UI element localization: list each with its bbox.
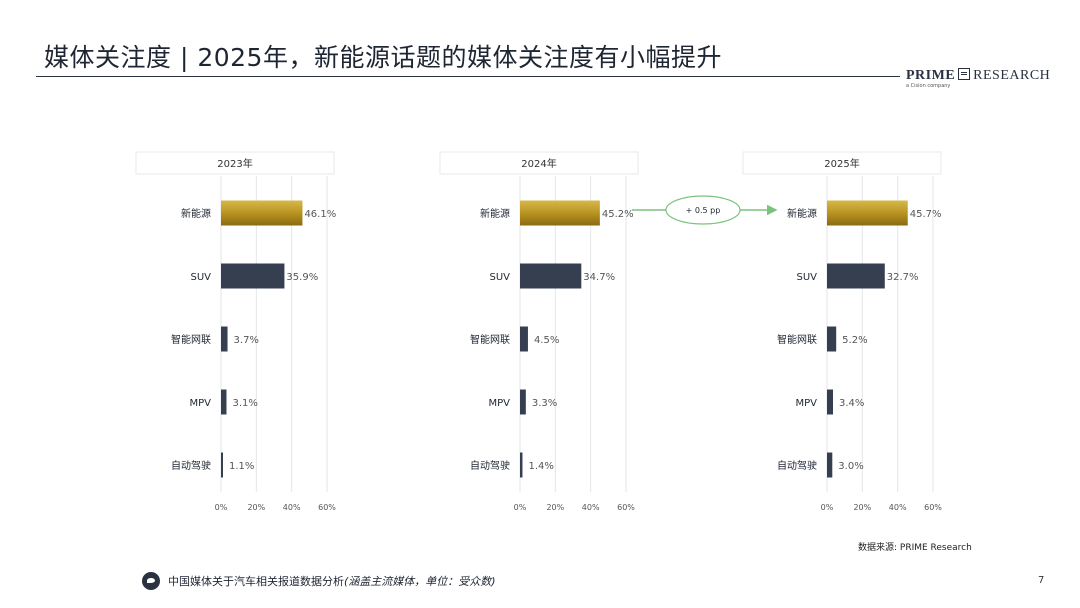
data-label: 35.9% xyxy=(286,272,318,283)
bar xyxy=(827,452,833,478)
bar xyxy=(520,389,526,415)
category-label: 智能网联 xyxy=(171,333,211,346)
bar xyxy=(827,389,834,415)
x-tick-label: 20% xyxy=(853,503,871,512)
x-tick-label: 60% xyxy=(924,503,942,512)
category-label: 自动驾驶 xyxy=(777,459,817,472)
data-label: 3.7% xyxy=(234,335,259,346)
brand-name-bold: PRIME xyxy=(906,68,956,83)
data-label: 3.0% xyxy=(838,461,863,472)
data-label: 34.7% xyxy=(583,272,615,283)
data-label: 3.1% xyxy=(232,398,257,409)
data-label: 4.5% xyxy=(534,335,559,346)
category-label: MPV xyxy=(190,398,212,409)
page-title: 媒体关注度 | 2025年，新能源话题的媒体关注度有小幅提升 xyxy=(44,43,722,72)
x-tick-label: 60% xyxy=(617,503,635,512)
data-label: 1.4% xyxy=(528,461,553,472)
data-source: 数据来源: PRIME Research xyxy=(858,543,972,553)
panel-title: 2024年 xyxy=(521,157,556,170)
x-tick-label: 40% xyxy=(283,503,301,512)
data-label: 3.3% xyxy=(532,398,557,409)
category-label: 新能源 xyxy=(181,207,211,220)
x-tick-label: 20% xyxy=(247,503,265,512)
bar xyxy=(827,326,837,352)
bar-highlight xyxy=(221,200,303,226)
category-label: SUV xyxy=(796,272,817,283)
panel-header-box xyxy=(439,151,639,175)
panel-title: 2025年 xyxy=(824,157,859,170)
bar xyxy=(827,263,885,289)
brand-logo: PRIME RESEARCH a Cision company xyxy=(906,66,1051,89)
panel-header-box xyxy=(135,151,335,175)
title-divider xyxy=(36,76,900,77)
brand-name-rest: RESEARCH xyxy=(973,68,1051,83)
footer-text: 中国媒体关于汽车相关报道数据分析 xyxy=(168,575,344,588)
brand-tagline: a Cision company xyxy=(906,83,951,89)
category-label: 新能源 xyxy=(480,207,510,220)
page-number: 7 xyxy=(1038,575,1045,586)
category-label: SUV xyxy=(190,272,211,283)
bar xyxy=(221,389,227,415)
data-label: 45.7% xyxy=(910,209,942,220)
data-label: 1.1% xyxy=(229,461,254,472)
footer: 中国媒体关于汽车相关报道数据分析 (涵盖主流媒体，单位：受众数) xyxy=(142,572,496,590)
brand-mark-icon xyxy=(958,68,971,80)
bar xyxy=(520,452,523,478)
x-tick-label: 20% xyxy=(546,503,564,512)
x-tick-label: 40% xyxy=(582,503,600,512)
panel-title: 2023年 xyxy=(217,157,252,170)
category-label: SUV xyxy=(489,272,510,283)
bar-highlight xyxy=(520,200,600,226)
category-label: 自动驾驶 xyxy=(171,459,211,472)
annotation-pill xyxy=(665,195,741,225)
bar xyxy=(520,263,582,289)
x-tick-label: 0% xyxy=(514,503,527,512)
data-label: 3.4% xyxy=(839,398,864,409)
data-label: 5.2% xyxy=(842,335,867,346)
speech-bubble-icon xyxy=(142,572,160,590)
category-label: 智能网联 xyxy=(470,333,510,346)
panel-header-box xyxy=(742,151,942,175)
category-label: MPV xyxy=(489,398,511,409)
category-label: 自动驾驶 xyxy=(470,459,510,472)
x-tick-label: 0% xyxy=(821,503,834,512)
bar xyxy=(520,326,528,352)
bar xyxy=(221,452,223,478)
annotation-label: + 0.5 pp xyxy=(686,206,721,215)
x-tick-label: 0% xyxy=(215,503,228,512)
x-tick-label: 60% xyxy=(318,503,336,512)
data-label: 45.2% xyxy=(602,209,634,220)
footer-note: (涵盖主流媒体，单位：受众数) xyxy=(344,575,496,588)
bar xyxy=(221,326,228,352)
bar-highlight xyxy=(827,200,908,226)
data-label: 32.7% xyxy=(887,272,919,283)
bar xyxy=(221,263,285,289)
category-label: 智能网联 xyxy=(777,333,817,346)
category-label: 新能源 xyxy=(787,207,817,220)
category-label: MPV xyxy=(796,398,818,409)
x-tick-label: 40% xyxy=(889,503,907,512)
data-label: 46.1% xyxy=(304,209,336,220)
